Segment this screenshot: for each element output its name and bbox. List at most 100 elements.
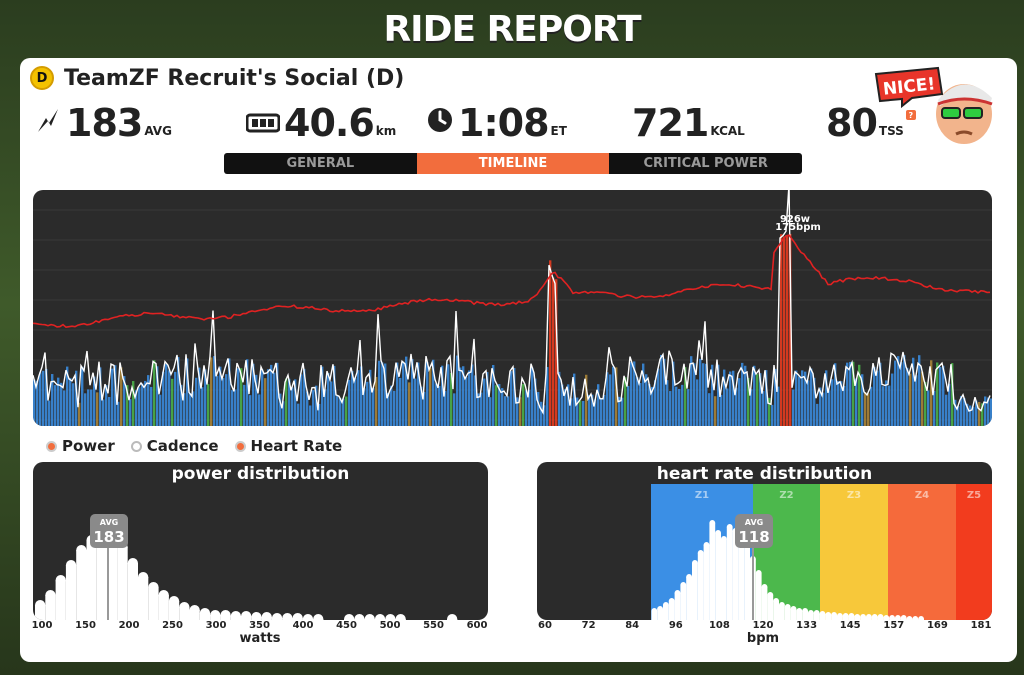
power-bar <box>612 366 615 426</box>
power-bar <box>825 370 828 426</box>
power-bar <box>915 375 918 426</box>
power-dist-bar-cap <box>127 558 138 569</box>
hr-dist-bar <box>761 586 768 620</box>
hr-axis-label: bpm <box>746 631 780 646</box>
hr-tick-label: 72 <box>581 620 596 631</box>
power-distribution-title: power distribution <box>171 464 350 484</box>
power-bar <box>804 371 807 426</box>
power-bar <box>747 377 750 426</box>
legend-power[interactable]: Power <box>46 437 115 455</box>
power-bar <box>657 368 660 426</box>
hr-dist-bar-cap <box>790 606 797 612</box>
tab-critical-power[interactable]: CRITICAL POWER <box>643 156 768 171</box>
power-bar <box>819 387 822 426</box>
power-bar <box>690 356 693 426</box>
power-bar <box>348 379 351 426</box>
power-bar <box>813 377 816 426</box>
tab-general[interactable]: GENERAL <box>286 156 355 171</box>
power-bar <box>222 377 225 426</box>
legend-heart-rate[interactable]: Heart Rate <box>234 437 342 455</box>
legend-cadence[interactable]: Cadence <box>130 437 219 455</box>
power-bar <box>273 372 276 426</box>
power-dot-icon <box>46 440 57 452</box>
hr-zone-label: Z3 <box>847 490 861 501</box>
power-bar <box>603 394 606 426</box>
distance-stat: 40.6 km <box>245 98 396 142</box>
power-bar <box>90 389 93 426</box>
power-bar <box>249 395 252 426</box>
hr-distribution-svg: Z1 Z2 Z3 Z4 Z5 AVG 118 <box>651 484 992 620</box>
heart-rate-line <box>33 234 991 329</box>
power-bar <box>243 384 246 426</box>
timeline-chart[interactable]: 926w 175bpm <box>33 190 992 426</box>
power-tick-label: 400 <box>292 620 314 631</box>
hr-dist-bar <box>657 608 663 620</box>
power-tick-label: 600 <box>466 620 488 631</box>
power-bar <box>216 375 219 426</box>
power-bar <box>258 394 261 426</box>
hr-dist-bar <box>773 600 779 620</box>
power-bar <box>270 364 273 426</box>
power-bar <box>99 367 102 426</box>
power-bar <box>753 365 756 426</box>
power-bar <box>219 366 222 426</box>
power-bar <box>102 399 105 426</box>
power-bar <box>528 389 531 426</box>
power-dist-bar-cap <box>395 614 406 620</box>
power-bar <box>684 367 687 426</box>
power-bar <box>780 234 783 426</box>
power-dist-bar-cap <box>35 600 46 611</box>
power-bar <box>879 362 882 426</box>
hr-dist-bar-cap <box>802 608 808 614</box>
power-bar <box>204 369 207 426</box>
tab-timeline[interactable]: TIMELINE <box>416 153 610 174</box>
power-bar <box>516 397 519 426</box>
power-bar <box>396 362 399 426</box>
power-bar <box>66 366 69 426</box>
power-bar <box>564 389 567 426</box>
hr-zone-band <box>956 484 992 620</box>
power-bar <box>585 374 588 426</box>
power-bar <box>588 394 591 426</box>
power-bar <box>285 378 288 426</box>
power-dist-bar-cap <box>199 608 211 619</box>
power-bar <box>639 382 642 426</box>
power-bar <box>933 390 936 426</box>
power-bar <box>51 374 54 426</box>
hr-tick-label: 96 <box>668 620 683 631</box>
power-bar <box>231 390 234 426</box>
power-distribution-svg: AVG 183 <box>35 514 458 620</box>
power-bar <box>456 355 459 426</box>
power-bar <box>93 376 96 426</box>
power-bar <box>303 368 306 426</box>
power-bar <box>87 389 90 426</box>
power-dist-bar-cap <box>179 602 190 613</box>
power-bar <box>393 390 396 426</box>
hr-dist-bar-cap <box>668 598 675 604</box>
hr-dist-bar <box>779 604 785 620</box>
power-dist-bar-cap <box>344 614 355 620</box>
power-bar <box>342 398 345 426</box>
power-bar <box>252 363 255 426</box>
power-bar <box>420 386 423 426</box>
hr-dist-bar-cap <box>883 615 890 620</box>
power-dist-bar-cap <box>45 590 56 601</box>
odometer-icon <box>245 112 281 138</box>
power-bar <box>774 368 777 426</box>
power-axis-label: watts <box>239 631 281 646</box>
power-tick-label: 550 <box>423 620 444 631</box>
power-bar <box>546 367 549 426</box>
hr-dist-bar-cap <box>709 520 716 526</box>
power-bar <box>834 363 837 426</box>
power-bar <box>597 384 600 426</box>
hr-dist-bar-cap <box>651 608 658 614</box>
hr-dist-bar-cap <box>784 604 791 610</box>
power-bar <box>468 370 471 426</box>
hr-tick-label: 181 <box>970 620 992 631</box>
tss-help-icon[interactable]: ? <box>905 110 916 120</box>
power-bar <box>213 356 216 426</box>
power-bar <box>837 381 840 426</box>
hr-dist-bar-cap <box>686 574 692 580</box>
power-bar <box>609 374 612 426</box>
power-bar <box>165 364 168 426</box>
